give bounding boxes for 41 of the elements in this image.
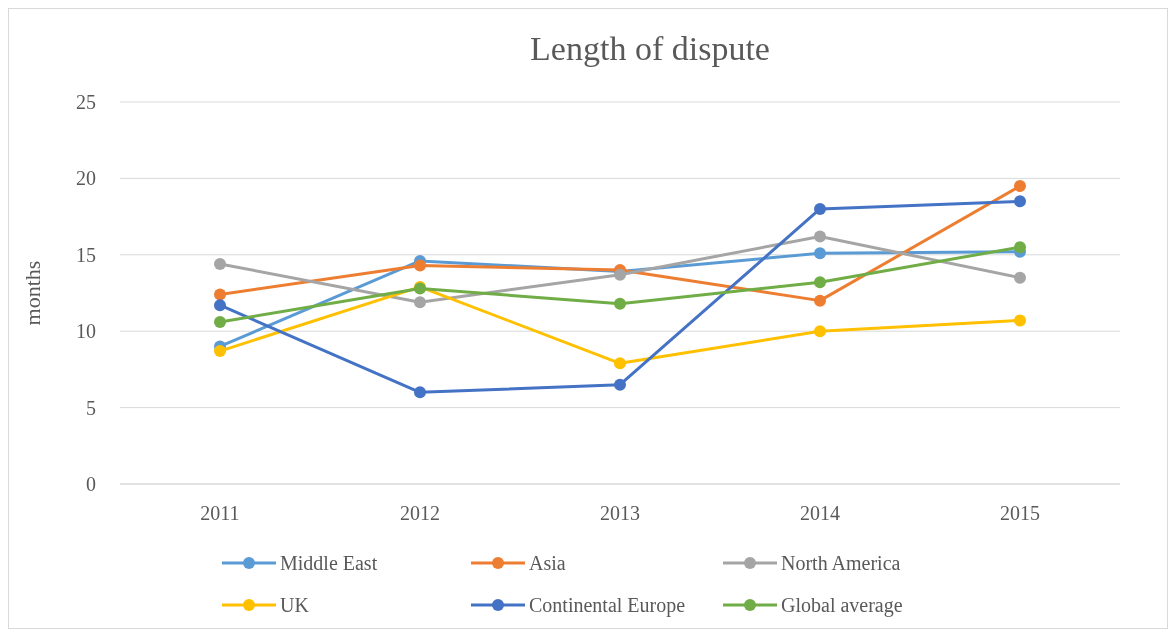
y-tick-label: 20 [76, 167, 96, 190]
x-tick-label: 2011 [200, 502, 240, 524]
x-tick-label: 2013 [600, 502, 640, 524]
point [1014, 314, 1026, 327]
point [414, 386, 426, 399]
point [814, 276, 826, 289]
legend-label: Middle East [280, 552, 378, 574]
point [614, 357, 626, 370]
point [814, 294, 826, 307]
point [214, 316, 226, 329]
x-tick-label: 2012 [400, 502, 440, 524]
point [1014, 241, 1026, 254]
y-tick-label: 5 [86, 396, 96, 419]
y-tick-label: 0 [86, 473, 96, 495]
point [814, 230, 826, 243]
y-tick-label: 25 [76, 91, 96, 113]
point [814, 247, 826, 260]
y-tick-label: 15 [76, 243, 96, 266]
point [814, 325, 826, 338]
point [214, 288, 226, 301]
x-tick-label: 2014 [800, 502, 840, 524]
point [414, 259, 426, 272]
legend-label: UK [280, 594, 310, 616]
point [614, 297, 626, 310]
point [1014, 195, 1026, 208]
point [214, 257, 226, 270]
point [414, 296, 426, 309]
y-tick-label: 10 [76, 320, 96, 343]
legend-label: North America [781, 552, 901, 574]
point [1014, 180, 1026, 193]
chart-title: Length of dispute [530, 30, 770, 67]
legend-label: Continental Europe [529, 594, 686, 617]
legend-label: Global average [781, 594, 903, 617]
point [614, 378, 626, 391]
x-tick-label: 2015 [1000, 502, 1040, 524]
y-axis-title: months [20, 260, 45, 326]
point [214, 345, 226, 358]
point [1014, 271, 1026, 284]
point [814, 202, 826, 215]
legend-label: Asia [529, 552, 566, 574]
point [214, 299, 226, 312]
